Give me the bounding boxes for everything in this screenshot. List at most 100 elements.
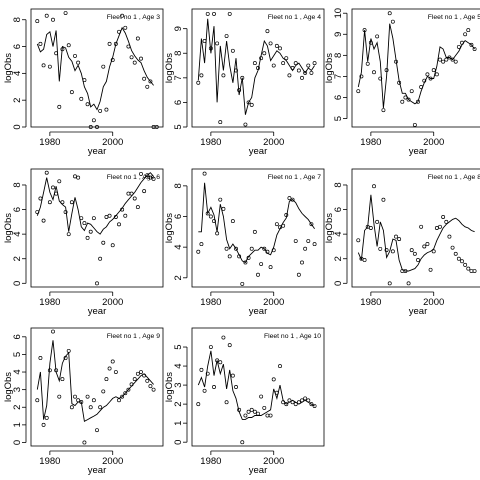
observation-point	[205, 371, 210, 376]
plot-frame	[30, 168, 164, 288]
observation-point	[259, 394, 264, 399]
y-tick-label: 8	[12, 182, 23, 187]
x-tick-label: 2000	[102, 456, 123, 467]
observation-point	[274, 43, 279, 48]
observation-point	[271, 63, 276, 68]
observation-point	[47, 64, 52, 69]
observation-point	[88, 229, 93, 234]
panel-title: Fleet no 1 , Age 6	[107, 174, 160, 181]
observation-point	[224, 400, 229, 405]
observation-point	[243, 260, 248, 265]
observation-point	[381, 197, 386, 202]
observation-point	[365, 224, 370, 229]
observation-point	[309, 70, 314, 75]
observation-point	[268, 41, 273, 46]
y-axis-label: logObs	[3, 53, 14, 83]
x-axis-label: year	[88, 306, 106, 317]
observation-point	[243, 413, 248, 418]
observation-point	[469, 42, 474, 47]
observation-point	[202, 39, 207, 43]
observation-point	[51, 17, 55, 22]
y-tick-label: 2	[173, 275, 184, 280]
observation-point	[447, 234, 452, 239]
x-axis-label: year	[88, 146, 106, 157]
observation-point	[230, 48, 235, 53]
observation-point	[202, 171, 207, 176]
observation-point	[113, 370, 118, 374]
y-tick-label: 2	[173, 401, 184, 406]
observation-point	[135, 371, 140, 376]
observation-point	[265, 249, 270, 254]
observation-point	[208, 214, 213, 219]
fitted-line	[357, 194, 475, 272]
plot-frame	[191, 8, 325, 128]
observation-point	[73, 394, 77, 399]
observation-point	[66, 348, 71, 353]
panel-title: Fleet no 1 , Age 8	[428, 174, 480, 181]
observation-point	[79, 400, 84, 404]
x-tick-label: 1980	[39, 137, 60, 148]
observation-point	[375, 219, 380, 224]
observation-point	[76, 175, 81, 180]
observation-point	[132, 60, 137, 65]
observation-point	[221, 73, 226, 78]
y-tick-label: 4	[333, 231, 344, 236]
observation-point	[412, 122, 417, 127]
observation-point	[69, 200, 74, 205]
observation-point	[91, 398, 96, 403]
observation-point	[278, 364, 282, 369]
observation-point	[296, 272, 301, 277]
observation-point	[88, 405, 93, 410]
plot-frame	[30, 327, 164, 447]
observation-point	[384, 68, 389, 73]
observation-point	[403, 95, 408, 100]
observation-point	[44, 170, 49, 175]
y-tick-label: 1	[12, 422, 23, 427]
observation-point	[129, 55, 134, 60]
observation-point	[262, 246, 267, 251]
observation-point	[271, 248, 276, 253]
panel-title: Fleet no 1 , Age 9	[107, 333, 160, 340]
observation-point	[196, 402, 201, 407]
observation-point	[268, 265, 273, 270]
observation-point	[234, 246, 238, 251]
observation-point	[256, 411, 260, 416]
observation-point	[359, 74, 364, 79]
x-tick-label: 2000	[423, 297, 444, 308]
observation-point	[252, 61, 257, 66]
observation-point	[403, 269, 408, 273]
observation-point	[472, 269, 477, 273]
observation-point	[73, 174, 77, 179]
observation-point	[441, 59, 446, 64]
observation-point	[85, 235, 90, 240]
observation-point	[259, 56, 264, 61]
x-tick-label: 1980	[360, 137, 381, 148]
y-tick-label: 8	[173, 51, 184, 56]
observation-point	[224, 246, 229, 251]
observation-point	[466, 266, 471, 271]
y-tick-label: 2	[333, 256, 344, 261]
observation-point	[246, 100, 251, 105]
observation-point	[69, 405, 74, 410]
observation-point	[230, 373, 235, 378]
observation-point	[227, 11, 232, 16]
observation-point	[51, 329, 55, 334]
y-tick-label: 8	[333, 53, 344, 58]
observation-point	[215, 231, 220, 236]
observation-point	[196, 249, 201, 254]
observation-point	[63, 355, 68, 360]
x-tick-label: 2000	[263, 297, 284, 308]
observation-point	[104, 214, 109, 219]
observation-point	[107, 213, 112, 218]
observation-point	[95, 281, 99, 286]
observation-point	[227, 343, 232, 348]
observation-point	[126, 44, 131, 49]
observation-point	[466, 28, 471, 33]
y-axis-label: logObs	[324, 213, 335, 243]
observation-point	[202, 388, 207, 393]
observation-point	[123, 25, 128, 30]
observation-point	[419, 85, 424, 89]
observation-point	[406, 281, 411, 286]
